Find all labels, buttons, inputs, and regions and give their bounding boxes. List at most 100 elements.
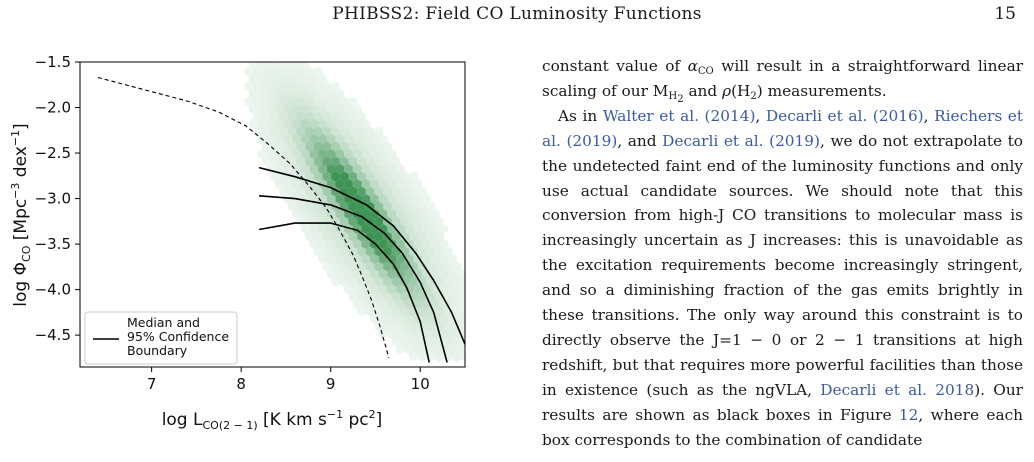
citation-link[interactable]: Decarli et al. (2016): [765, 106, 924, 125]
density-hexbin: [309, 224, 319, 234]
density-hexbin: [357, 156, 366, 167]
density-hexbin: [348, 186, 358, 197]
density-hexbin: [387, 194, 397, 204]
density-hexbin: [352, 104, 362, 114]
density-hexbin: [335, 239, 345, 249]
density-hexbin: [413, 179, 423, 189]
density-hexbin: [348, 96, 358, 107]
density-hexbin: [370, 224, 379, 234]
density-hexbin: [430, 209, 440, 219]
density-hexbin: [426, 231, 436, 242]
density-hexbin: [365, 261, 375, 272]
density-hexbin: [448, 284, 457, 294]
density-hexbin: [396, 299, 405, 309]
density-hexbin: [309, 74, 319, 84]
legend-entry: Boundary: [127, 343, 188, 358]
density-hexbin: [352, 239, 362, 249]
density-hexbin: [422, 209, 431, 219]
density-hexbin: [266, 149, 275, 159]
density-hexbin: [422, 254, 431, 264]
density-hexbin: [339, 261, 349, 272]
y-tick-label: −2.5: [35, 144, 71, 162]
density-hexbin: [283, 194, 293, 204]
density-hexbin: [339, 216, 349, 227]
density-hexbin: [470, 337, 479, 347]
density-hexbin: [422, 239, 431, 249]
density-hexbin: [430, 329, 440, 339]
density-hexbin: [322, 216, 332, 227]
density-hexbin: [253, 66, 262, 77]
density-hexbin: [274, 134, 284, 144]
density-hexbin: [313, 246, 323, 257]
density-hexbin: [313, 171, 323, 182]
density-hexbin: [383, 156, 392, 167]
density-hexbin: [326, 269, 336, 279]
density-hexbin: [331, 171, 340, 182]
density-hexbin: [374, 156, 384, 167]
density-hexbin: [261, 126, 271, 137]
citation-link[interactable]: Decarli et al. 2018: [820, 380, 975, 399]
density-hexbin: [417, 291, 427, 302]
citation-link[interactable]: Decarli et al. (2019): [662, 131, 820, 150]
density-hexbin: [404, 329, 414, 339]
density-hexbin: [387, 164, 397, 174]
density-hexbin: [439, 254, 449, 264]
density-hexbin: [383, 291, 392, 302]
density-hexbin: [292, 74, 301, 84]
density-hexbin: [357, 261, 366, 272]
density-hexbin: [465, 299, 474, 309]
density-hexbin: [331, 231, 340, 242]
density-hexbin: [409, 351, 418, 362]
model-curve: [259, 195, 448, 363]
density-hexbin: [266, 104, 275, 114]
density-hexbin: [387, 179, 397, 189]
density-hexbin: [417, 201, 427, 212]
density-hexbin: [326, 119, 336, 129]
density-hexbin: [283, 149, 293, 159]
citation-link[interactable]: Walter et al. (2014): [602, 106, 756, 125]
density-hexbin: [283, 62, 293, 69]
density-hexbin: [426, 291, 436, 302]
density-hexbin: [248, 74, 258, 84]
density-hexbin: [357, 246, 366, 257]
y-tick-label: −1.5: [35, 53, 71, 71]
citation-link[interactable]: Riech­ers et al. (2019): [542, 106, 1023, 150]
x-tick-label: 7: [147, 375, 157, 393]
density-hexbin: [348, 261, 358, 272]
density-hexbin: [404, 344, 414, 354]
density-hexbin: [417, 261, 427, 272]
density-hexbin: [413, 224, 423, 234]
density-hexbin: [313, 141, 323, 152]
density-hexbin: [387, 284, 397, 294]
x-tick-label: 9: [326, 375, 336, 393]
density-hexbin: [357, 141, 366, 152]
x-axis-label: log LCO(2 − 1) [K km s−1 pc2]: [162, 408, 383, 432]
density-hexbin: [270, 81, 280, 92]
density-hexbin: [318, 254, 327, 264]
density-hexbin: [378, 284, 388, 294]
density-hexbin: [326, 134, 336, 144]
density-hexbin: [448, 254, 457, 264]
density-hexbin: [309, 239, 319, 249]
density-hexbin: [331, 261, 340, 272]
density-hexbin: [361, 134, 371, 144]
density-hexbin: [417, 246, 427, 257]
density-hexbin: [378, 239, 388, 249]
density-hexbin: [352, 254, 362, 264]
density-hexbin: [352, 179, 362, 189]
density-hexbin: [448, 314, 457, 324]
density-hexbin: [257, 62, 267, 69]
legend-box: [84, 311, 238, 365]
density-hexbin: [283, 179, 293, 189]
density-hexbin: [357, 126, 366, 137]
density-hexbin: [430, 269, 440, 279]
density-hexbin: [383, 261, 392, 272]
density-hexbin: [339, 111, 349, 122]
model-curve: [258, 222, 430, 363]
density-hexbin: [391, 216, 401, 227]
density-hexbin: [274, 62, 284, 69]
density-hexbin: [331, 126, 340, 137]
density-hexbin: [374, 261, 384, 272]
figure-reference-link[interactable]: 12: [898, 405, 919, 424]
density-hexbin: [383, 306, 392, 317]
